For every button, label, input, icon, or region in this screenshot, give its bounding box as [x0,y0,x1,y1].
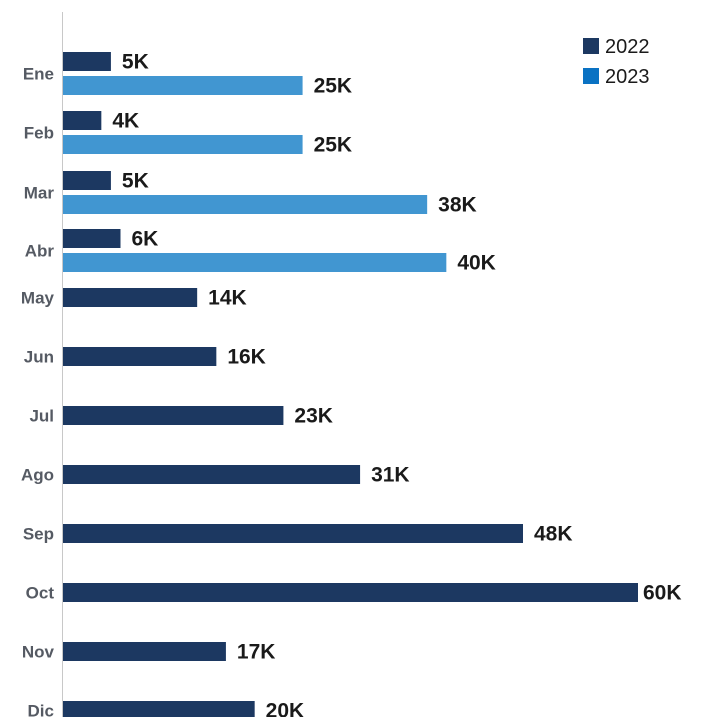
data-label-2022-oct: 60K [643,582,682,605]
data-label-2023-mar: 38K [438,194,477,217]
bar-2023-feb [63,135,303,154]
bar-2022-may [63,288,198,307]
bar-2022-oct [63,583,638,602]
bar-2022-mar [63,171,111,190]
category-label-sep: Sep [23,525,54,544]
category-label-oct: Oct [26,584,55,603]
category-label-jun: Jun [24,348,54,367]
bar-2022-dic [63,701,255,717]
data-label-2022-may: 14K [208,287,247,310]
bar-2022-jun [63,347,217,366]
data-label-2022-feb: 4K [112,110,139,133]
legend-swatch-2022 [583,38,599,54]
legend-label-2023: 2023 [605,66,650,88]
category-label-ene: Ene [23,65,54,84]
data-label-2023-ene: 25K [314,75,353,98]
data-label-2022-ago: 31K [371,464,410,487]
bar-2023-ene [63,76,303,95]
data-label-2022-dic: 20K [266,700,305,717]
data-label-2022-mar: 5K [122,170,149,193]
category-label-feb: Feb [24,124,54,143]
data-label-2022-jul: 23K [294,405,333,428]
legend: 2022 2023 [583,36,650,88]
legend-swatch-2023 [583,68,599,84]
data-label-2022-jun: 16K [227,346,266,369]
bar-2022-ene [63,52,111,71]
bars-group: Ene 5K 25K Feb 4K 25K Mar 5K 38K Abr 6K 40K May 14K Ju… [21,51,682,717]
bar-2022-abr [63,229,121,248]
category-label-jul: Jul [29,407,54,426]
category-label-abr: Abr [25,242,55,261]
category-label-dic: Dic [28,702,54,717]
category-label-mar: Mar [24,184,55,203]
bar-2023-mar [63,195,428,214]
data-label-2022-ene: 5K [122,51,149,74]
bar-2022-feb [63,111,102,130]
data-label-2022-abr: 6K [132,228,159,251]
data-label-2022-sep: 48K [534,523,573,546]
bar-2022-sep [63,524,523,543]
bar-2023-abr [63,253,447,272]
bar-2022-nov [63,642,226,661]
category-label-may: May [21,289,55,308]
bar-2022-jul [63,406,284,425]
data-label-2023-abr: 40K [457,252,496,275]
legend-label-2022: 2022 [605,36,650,58]
category-label-ago: Ago [21,466,54,485]
bar-2022-ago [63,465,361,484]
category-label-nov: Nov [22,643,55,662]
data-label-2022-nov: 17K [237,641,276,664]
data-label-2023-feb: 25K [314,134,353,157]
